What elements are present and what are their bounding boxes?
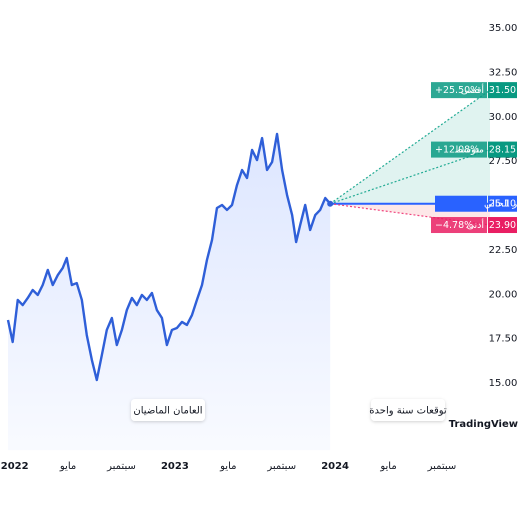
forecast-label-box	[435, 195, 487, 212]
x-tick-label: 2022	[1, 461, 29, 472]
y-tick-label: 20.00	[489, 289, 518, 300]
forecast-value-label: 28.15	[489, 145, 516, 156]
annotation-box	[131, 399, 205, 421]
forecast-label: السعر الحالي	[484, 199, 520, 210]
x-tick-label: مايو	[59, 461, 76, 472]
forecast-value-box	[488, 82, 517, 99]
forecast-label: أدنى	[467, 218, 485, 231]
annotation-text: العامان الماضيان	[133, 406, 202, 417]
y-tick-label: 17.50	[489, 334, 518, 345]
current-point	[327, 200, 334, 207]
forecast-change: −4.78%	[435, 220, 473, 231]
forecast-value-label: 31.50	[489, 85, 516, 96]
forecast-label-box	[431, 141, 487, 158]
forecast-value-label: 25.10	[489, 199, 516, 210]
forecast-line	[329, 89, 491, 205]
x-tick-label: سبتمبر	[106, 461, 136, 472]
y-tick-label: 27.50	[489, 156, 518, 167]
annotation-text: توقعات سنة واحدة	[369, 406, 447, 417]
y-tick-label: 30.00	[489, 112, 518, 123]
forecast-label-box	[431, 217, 487, 234]
x-tick-label: مايو	[219, 461, 236, 472]
y-tick-label: 35.00	[489, 23, 518, 34]
forecast-label-box	[431, 82, 487, 99]
forecast-change: +25.50%	[435, 85, 479, 96]
annotation: توقعات سنة واحدة	[369, 399, 447, 421]
forecast-line	[330, 203, 491, 226]
annotation: العامان الماضيان	[131, 399, 205, 421]
x-tick-label: سبتمبر	[427, 461, 457, 472]
annotation-box	[371, 399, 445, 421]
logo: TradingView	[449, 419, 518, 430]
price-line	[6, 132, 332, 382]
x-tick-label: مايو	[379, 461, 396, 472]
forecast-label: أقصى	[461, 83, 485, 96]
x-tick-label: 2024	[321, 461, 349, 472]
y-tick-label: 15.00	[489, 378, 518, 389]
y-tick-label: 22.50	[489, 245, 518, 256]
forecast-label: متوسط	[454, 145, 484, 156]
price-area	[8, 133, 331, 451]
forecast-value-box	[488, 217, 517, 234]
forecast-value-box	[488, 141, 517, 158]
forecast-line	[329, 149, 491, 205]
y-tick-label: 32.50	[489, 67, 518, 78]
forecast-value-box	[488, 195, 517, 212]
forecast-change: +12.08%	[435, 145, 479, 156]
x-tick-label: سبتمبر	[266, 461, 296, 472]
forecast-value-label: 23.90	[489, 220, 516, 231]
x-tick-label: 2023	[161, 461, 189, 472]
